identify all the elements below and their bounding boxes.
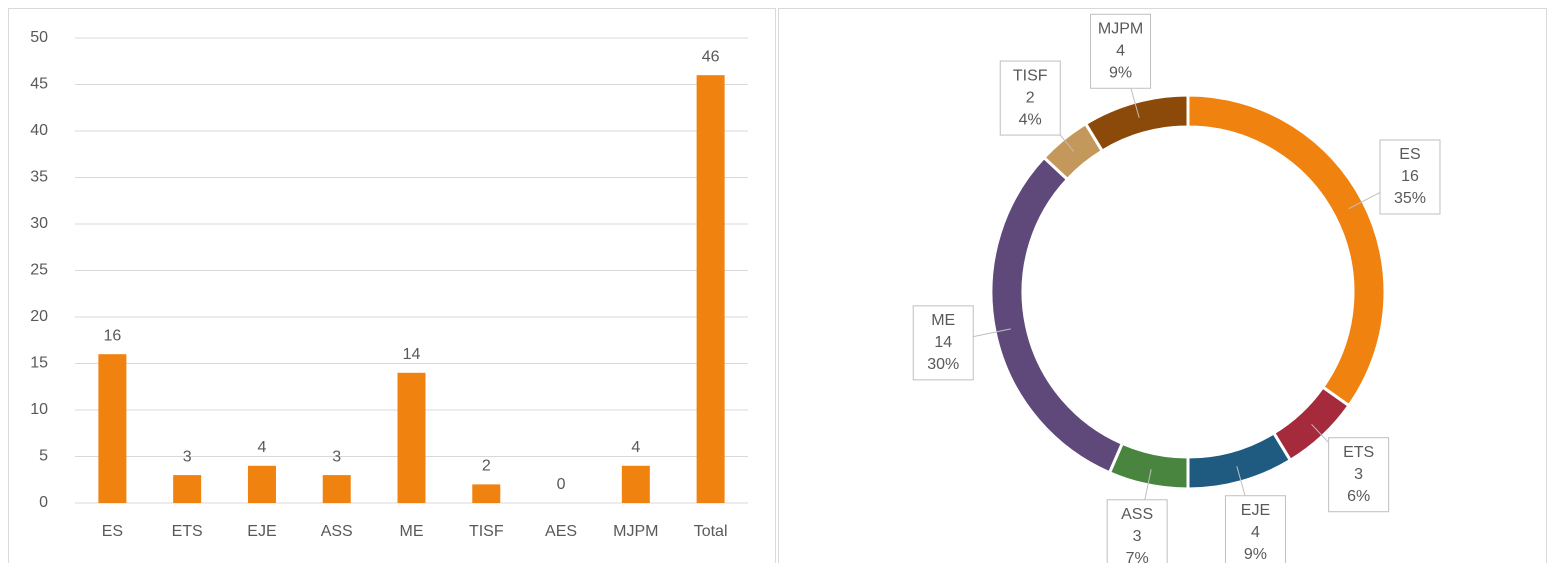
callout-box: [1224, 495, 1286, 563]
x-tick-label: ES: [102, 523, 123, 540]
data-label: 16: [103, 327, 121, 344]
bar: [397, 372, 426, 503]
x-tick-label: AES: [545, 523, 577, 540]
slice-value: 4: [1116, 42, 1125, 59]
bar: [322, 475, 351, 503]
slice-value: 3: [1133, 528, 1142, 545]
callout-box: [1090, 13, 1152, 89]
slice-value: 2: [1026, 89, 1035, 106]
donut-slice: [1186, 93, 1387, 408]
x-tick-label: Total: [694, 523, 728, 540]
data-label: 4: [257, 439, 266, 456]
bar: [472, 484, 501, 503]
bar: [621, 465, 650, 503]
data-label: 2: [482, 458, 491, 475]
x-tick-label: ASS: [321, 523, 353, 540]
slice-name: ASS: [1121, 506, 1153, 523]
x-tick-label: ETS: [172, 523, 203, 540]
slice-name: TISF: [1013, 67, 1048, 84]
x-tick-label: TISF: [469, 523, 504, 540]
slice-share: 7%: [1126, 550, 1149, 563]
slice-name: ME: [931, 312, 955, 329]
x-tick-label: EJE: [247, 523, 276, 540]
data-label: 4: [631, 439, 640, 456]
slice-name: ES: [1399, 146, 1420, 163]
y-tick-label: 20: [30, 308, 48, 325]
slice-share: 6%: [1347, 488, 1370, 505]
donut-slice: [1186, 430, 1293, 491]
data-label: 3: [183, 448, 192, 465]
callout-box: [1379, 139, 1441, 215]
slice-name: ETS: [1343, 444, 1374, 461]
slice-name: MJPM: [1098, 20, 1143, 37]
data-label: 0: [557, 476, 566, 493]
y-tick-label: 0: [39, 494, 48, 511]
slice-value: 16: [1401, 168, 1419, 185]
callout-box: [1106, 499, 1168, 563]
slice-share: 4%: [1019, 111, 1042, 128]
slice-share: 35%: [1394, 190, 1426, 207]
y-tick-label: 30: [30, 215, 48, 232]
y-tick-label: 5: [39, 448, 48, 465]
donut-slice: [989, 155, 1125, 475]
slice-value: 3: [1354, 466, 1363, 483]
y-tick-label: 50: [30, 29, 48, 46]
data-label: 14: [403, 346, 421, 363]
donut-slice: [1083, 93, 1190, 154]
y-tick-label: 35: [30, 169, 48, 186]
slice-name: EJE: [1241, 502, 1270, 519]
callout-box: [1328, 437, 1390, 513]
y-tick-label: 40: [30, 122, 48, 139]
x-tick-label: ME: [400, 523, 424, 540]
callout-box: [912, 305, 974, 381]
slice-share: 30%: [927, 356, 959, 373]
y-tick-label: 25: [30, 262, 48, 279]
data-label: 46: [702, 48, 720, 65]
slice-share: 9%: [1244, 546, 1267, 563]
y-tick-label: 45: [30, 76, 48, 93]
y-tick-label: 10: [30, 401, 48, 418]
donut-panel: [778, 8, 1547, 563]
bar: [247, 465, 276, 503]
slice-value: 4: [1251, 524, 1260, 541]
bar: [696, 75, 725, 503]
bar: [98, 354, 127, 503]
callout-box: [999, 60, 1061, 136]
x-tick-label: MJPM: [613, 523, 658, 540]
bar: [173, 475, 202, 503]
data-label: 3: [332, 448, 341, 465]
slice-value: 14: [934, 334, 952, 351]
bar-panel: [8, 8, 776, 563]
slice-share: 9%: [1109, 64, 1132, 81]
y-tick-label: 15: [30, 355, 48, 372]
